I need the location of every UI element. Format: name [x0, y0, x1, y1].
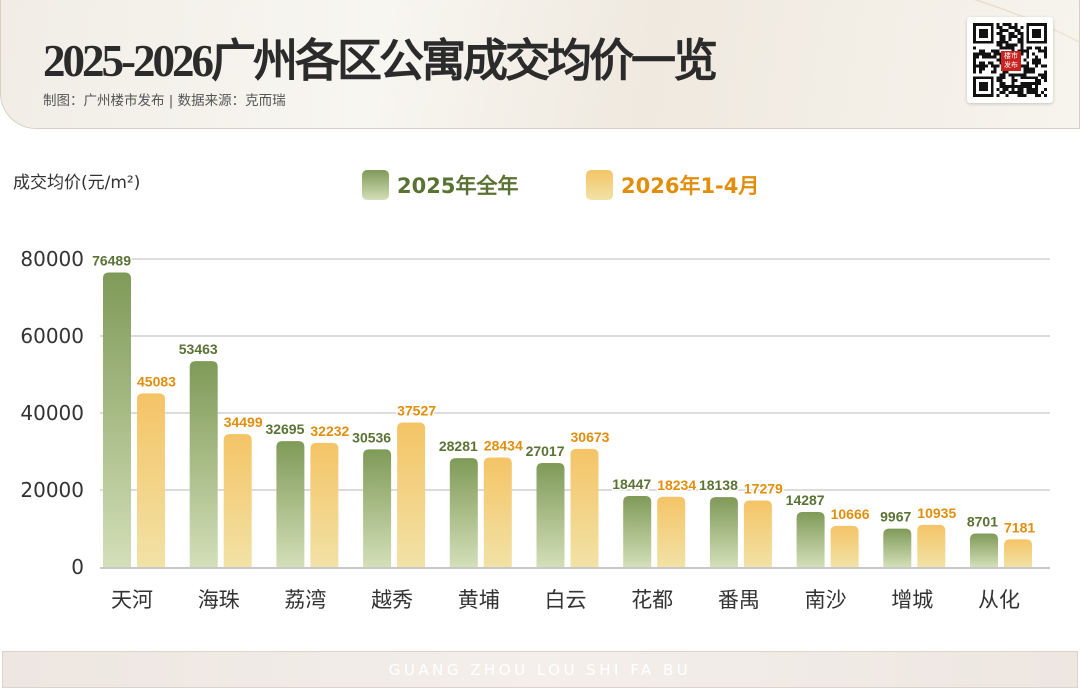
bar-2026 — [137, 393, 165, 567]
y-tick-label: 40000 — [20, 401, 84, 425]
data-label: 30536 — [352, 429, 391, 445]
y-tick-label: 20000 — [20, 478, 84, 502]
data-label: 76489 — [92, 253, 131, 269]
bar-2026 — [397, 422, 426, 567]
bar-2026 — [1004, 539, 1032, 567]
legend-item-2026: 2026年1-4月 — [586, 170, 759, 200]
legend-label: 2025年全年 — [397, 174, 519, 198]
bar-2026 — [830, 525, 859, 567]
x-tick-label: 从化 — [978, 588, 1020, 612]
bar-2026 — [310, 442, 339, 567]
chart-title: 2025-2026广州各区公寓成交均价一览 — [43, 36, 718, 86]
x-tick-label: 天河 — [111, 588, 153, 612]
x-tick-label: 南沙 — [805, 588, 847, 612]
data-label: 37527 — [397, 403, 436, 419]
bar-2025 — [623, 495, 652, 567]
data-label: 14287 — [786, 492, 825, 508]
data-label: 28434 — [484, 438, 523, 454]
bar-2026 — [570, 448, 599, 567]
bar-2025 — [103, 272, 131, 567]
data-label: 18138 — [699, 477, 738, 493]
x-tick-label: 越秀 — [371, 588, 413, 612]
data-label: 30673 — [571, 429, 610, 445]
y-tick-label: 60000 — [20, 324, 84, 348]
y-axis-label: 成交均价(元/m²) — [13, 173, 141, 193]
legend-swatch-orange — [586, 170, 613, 200]
data-label: 10935 — [917, 505, 956, 521]
qr-logo: 楼市发布 — [1001, 51, 1021, 71]
legend-swatch-green — [362, 170, 389, 200]
bar-2025 — [276, 441, 305, 567]
bar-2026 — [917, 524, 946, 567]
data-label: 10666 — [831, 506, 870, 522]
data-label: 9967 — [880, 509, 911, 525]
bar-2025 — [449, 458, 478, 567]
bar-2025 — [970, 533, 998, 567]
bar-2025 — [883, 528, 912, 567]
data-label: 45083 — [137, 373, 176, 389]
bar-2025 — [709, 497, 738, 567]
data-label: 18234 — [657, 477, 696, 493]
bar-2025 — [363, 449, 392, 567]
x-tick-label: 荔湾 — [284, 588, 326, 612]
legend-item-2025: 2025年全年 — [362, 170, 518, 200]
data-label: 32232 — [310, 423, 349, 439]
x-tick-label: 海珠 — [198, 588, 240, 612]
x-tick-label: 花都 — [631, 588, 673, 612]
bar-2026 — [743, 500, 772, 567]
legend-label: 2026年1-4月 — [621, 174, 760, 198]
bar-2026 — [657, 496, 686, 567]
bar-2026 — [483, 457, 512, 567]
bar-2025 — [796, 511, 825, 567]
data-label: 32695 — [265, 421, 304, 437]
y-tick-label: 80000 — [20, 247, 84, 271]
data-label: 28281 — [439, 438, 478, 454]
header-banner: 2025-2026广州各区公寓成交均价一览 制图：广州楼市发布 | 数据来源：克… — [0, 0, 1080, 129]
x-tick-label: 白云 — [545, 588, 587, 612]
y-tick-label: 0 — [71, 555, 84, 579]
x-tick-label: 番禺 — [718, 588, 760, 612]
data-label: 8701 — [967, 514, 998, 530]
x-tick-label: 黄埔 — [458, 588, 500, 612]
chart-subtitle: 制图：广州楼市发布 | 数据来源：克而瑞 — [43, 93, 286, 109]
data-label: 18447 — [612, 476, 651, 492]
data-label: 17279 — [744, 480, 783, 496]
bar-2025 — [536, 462, 565, 567]
data-label: 53463 — [179, 341, 218, 357]
data-label: 7181 — [1004, 519, 1035, 535]
bar-2026 — [223, 434, 252, 567]
x-tick-label: 增城 — [891, 588, 933, 612]
data-label: 27017 — [526, 443, 565, 459]
bar-chart: 0 20000 40000 60000 80000 76489 45083 天河 53463 34… — [20, 247, 1050, 612]
bar-2025 — [189, 361, 218, 567]
qr-code: 楼市发布 — [967, 17, 1053, 103]
data-label: 34499 — [224, 414, 263, 430]
footer-banner: GUANG ZHOU LOU SHI FA BU — [2, 651, 1078, 688]
